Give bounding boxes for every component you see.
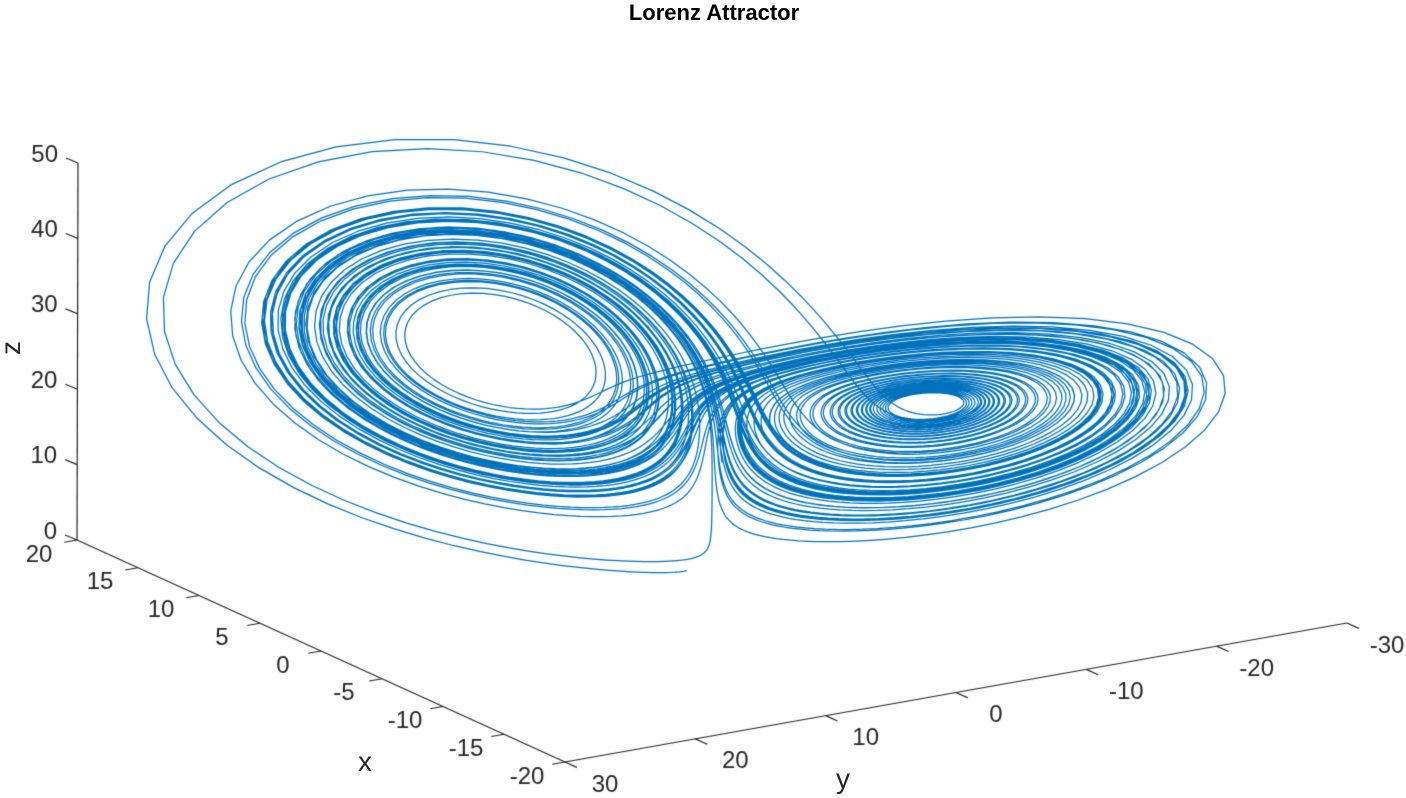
z-axis-label: z bbox=[0, 341, 27, 355]
y-axis-label: y bbox=[836, 763, 850, 794]
chart-title: Lorenz Attractor bbox=[628, 0, 800, 25]
x-axis-label: x bbox=[358, 746, 372, 777]
